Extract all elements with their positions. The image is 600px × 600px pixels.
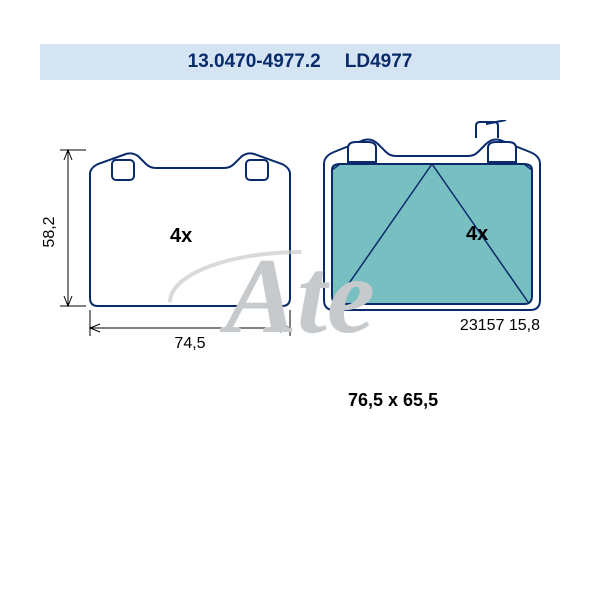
overall-dimension: 76,5 x 65,5	[348, 390, 438, 411]
logo-text: Ate	[219, 237, 375, 356]
title-bar: 13.0470-4977.2 LD4977	[40, 44, 560, 80]
logo-watermark: Ate	[162, 236, 442, 366]
right-pad-ref: 23157 15,8	[460, 317, 540, 334]
dim-height	[60, 150, 86, 306]
dim-height-label: 58,2	[41, 216, 58, 247]
part-code: LD4977	[345, 51, 413, 73]
part-number: 13.0470-4977.2	[188, 51, 321, 73]
right-pad-qty-label: 4x	[466, 223, 488, 245]
